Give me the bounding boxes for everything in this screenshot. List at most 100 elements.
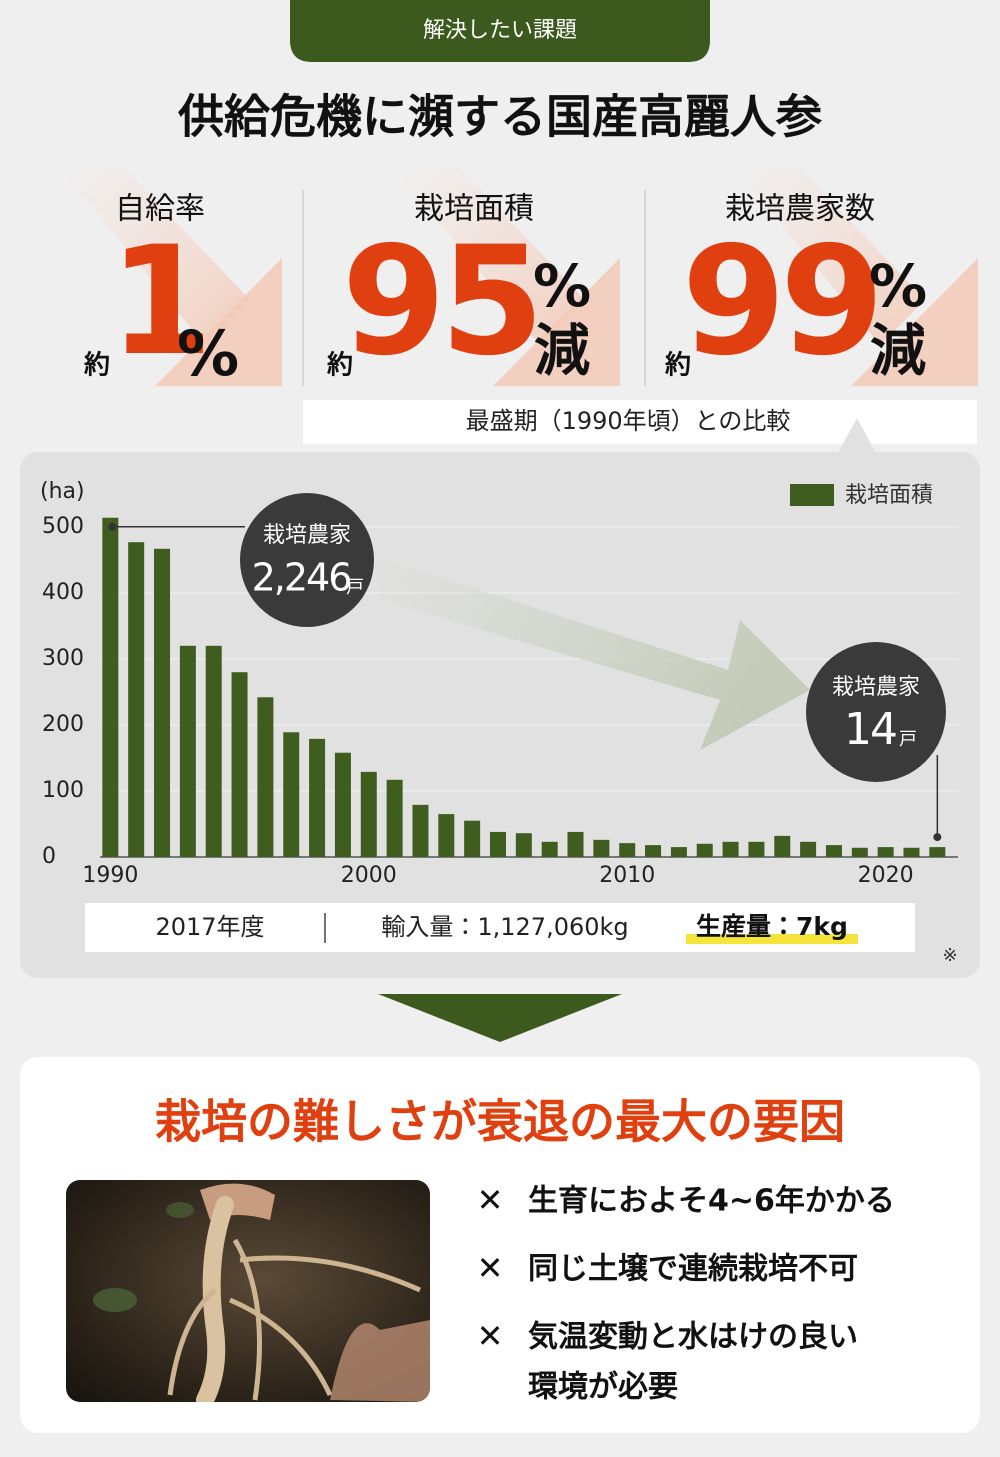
list-item: 気温変動と水はけの良い	[528, 1320, 858, 1355]
stat-unit: %	[177, 317, 239, 390]
stat-prefix: 約	[326, 350, 353, 381]
stat-label: 自給率	[115, 192, 205, 227]
stat-arrow-shaft	[395, 168, 585, 345]
stat-arrow-head	[851, 258, 978, 386]
trade-year: 2017年度	[155, 913, 264, 941]
bar	[825, 845, 842, 857]
bar	[309, 738, 326, 857]
photo-hand	[330, 1320, 430, 1402]
bar	[231, 672, 248, 857]
annotation-label: 栽培農家	[832, 675, 920, 700]
bar	[670, 847, 687, 857]
photo-leaf	[93, 1288, 137, 1312]
y-tick-label: 0	[42, 844, 56, 869]
annotation-label: 栽培農家	[263, 523, 351, 548]
bar	[128, 542, 145, 857]
stat-label: 栽培面積	[414, 192, 534, 227]
bar	[283, 732, 300, 857]
chart: (ha) 0 100 200 300 400 500 1990 2000 2010 2020 栽培面積…	[40, 479, 958, 888]
stat-prefix: 約	[83, 350, 110, 381]
bar	[696, 843, 713, 857]
bar	[903, 847, 920, 857]
annotation-dot	[108, 522, 117, 531]
annotation-value: 14	[844, 704, 896, 755]
bar	[179, 645, 196, 857]
trend-arrow	[370, 555, 810, 750]
annotation-bubble	[240, 493, 374, 627]
annotation-unit: 戸	[899, 729, 917, 750]
conclusion-list: ✕ 生育におよそ4~6年かかる ✕ 同じ土壌で連続栽培不可 ✕ 気温変動と水はけの良い環境…	[477, 1181, 895, 1405]
bar	[593, 839, 610, 857]
bar	[851, 847, 868, 857]
bar	[154, 548, 171, 857]
y-tick-label: 300	[42, 646, 84, 671]
header-tab	[290, 0, 710, 62]
stats-note: 最盛期（1990年頃）との比較	[466, 407, 791, 435]
x-tick-label: 2000	[341, 863, 397, 888]
cross-mark: ✕	[477, 1181, 504, 1219]
bar	[619, 843, 636, 857]
bar	[102, 517, 119, 857]
stat-prefix: 約	[664, 350, 691, 381]
x-tick-label: 2020	[858, 863, 914, 888]
photo-rootlets	[167, 1238, 422, 1401]
header-tab-text: 解決したい課題	[423, 18, 577, 43]
cross-mark: ✕	[477, 1249, 504, 1287]
stat-arrow-shaft	[735, 168, 925, 345]
bar	[489, 831, 506, 857]
stat-unit: %	[533, 252, 591, 320]
cross-mark: ✕	[477, 1317, 504, 1355]
annotation-unit: 戸	[346, 577, 364, 598]
trade-import: 輸入量：1,127,060kg	[381, 913, 628, 941]
bar	[334, 752, 351, 857]
stat-label: 栽培農家数	[725, 192, 875, 227]
y-tick-label: 400	[42, 580, 84, 605]
bar	[515, 833, 532, 857]
x-tick-label: 2010	[599, 863, 655, 888]
bar	[541, 841, 558, 857]
trade-note: ※	[942, 945, 957, 966]
stat-suffix: 減	[534, 319, 590, 384]
trade-production: 生産量：7kg	[696, 912, 848, 941]
down-arrow	[378, 994, 622, 1042]
main-title: 供給危機に瀕する国産高麗人参	[178, 90, 823, 144]
stat-number: 99	[682, 215, 879, 389]
annotation-value: 2,246	[252, 556, 351, 600]
bar	[567, 831, 584, 857]
stat-arrow-head	[493, 258, 620, 386]
bar	[257, 697, 274, 857]
legend-swatch	[790, 484, 834, 506]
stat-arrows	[60, 168, 978, 386]
stat-unit: %	[869, 252, 927, 320]
y-axis-label: (ha)	[40, 479, 85, 504]
bar	[360, 771, 377, 857]
stat-arrow-head	[155, 258, 282, 386]
list-item: 生育におよそ4~6年かかる	[528, 1184, 895, 1219]
stat-number: 95	[342, 215, 539, 389]
chart-pointer	[838, 418, 876, 453]
list-item: 同じ土壌で連続栽培不可	[528, 1252, 858, 1287]
bar	[800, 841, 817, 857]
highlight	[686, 934, 858, 944]
bar	[722, 841, 739, 857]
y-tick-label: 500	[42, 514, 84, 539]
photo	[66, 1180, 430, 1402]
photo-root	[196, 1196, 234, 1402]
conclusion-title: 栽培の難しさが衰退の最大の要因	[155, 1095, 845, 1149]
bar	[645, 845, 662, 857]
x-tick-label: 1990	[82, 863, 138, 888]
stat-arrow-shaft	[60, 168, 250, 345]
y-tick-label: 100	[42, 778, 84, 803]
bar	[877, 847, 894, 857]
bar	[205, 645, 222, 857]
annotation-bubble	[806, 642, 946, 782]
bar	[748, 841, 765, 857]
legend-label: 栽培面積	[845, 483, 933, 508]
bar	[774, 835, 791, 857]
stat-number: 1	[109, 215, 207, 389]
stat-suffix: 減	[870, 319, 926, 384]
list-item: 環境が必要	[528, 1370, 678, 1405]
y-tick-label: 200	[42, 712, 84, 737]
